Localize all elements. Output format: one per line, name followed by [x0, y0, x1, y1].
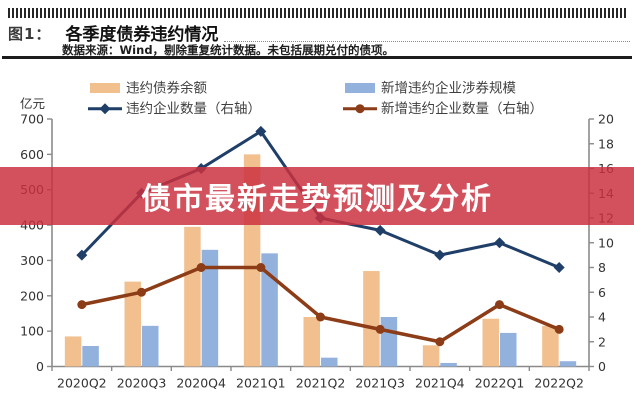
- point-circle-2020Q3: [137, 287, 146, 297]
- legend-marker-circle: [355, 104, 365, 114]
- promo-banner: 债市最新走势预测及分析: [0, 167, 634, 225]
- x-category-label: 2022Q1: [475, 376, 525, 391]
- point-diamond-2022Q1: [494, 237, 505, 249]
- bar-series1-2021Q1: [261, 253, 278, 367]
- point-circle-2020Q4: [196, 263, 206, 272]
- title-dotted-rule: [224, 41, 630, 42]
- dashed-top-rule: [8, 8, 628, 18]
- data-source-note: 数据来源：Wind，剔除重复统计数据。未包括展期兑付的债项。: [62, 43, 395, 57]
- point-circle-2022Q2: [554, 324, 564, 334]
- point-circle-2021Q1: [256, 263, 266, 272]
- x-category-label: 2021Q2: [296, 376, 346, 391]
- right-axis-tick-label: 10: [598, 235, 614, 250]
- figure-header: 图1： 各季度债券违约情况: [8, 20, 630, 45]
- legend-swatch-1: [345, 83, 375, 93]
- right-axis-tick-label: 6: [598, 285, 606, 300]
- figure-title: 各季度债券违约情况: [65, 25, 219, 45]
- bar-series0-2020Q4: [184, 226, 201, 367]
- legend-swatch-0: [90, 83, 120, 93]
- legend-label-1: 新增违约企业涉券规模: [381, 80, 516, 97]
- left-axis-title: 亿元: [20, 96, 45, 111]
- right-axis-tick-label: 4: [598, 310, 606, 325]
- point-circle-2021Q3: [375, 324, 385, 334]
- right-axis-tick-label: 0: [598, 359, 606, 374]
- legend-label-3: 新增违约企业数量（右轴）: [381, 100, 543, 117]
- point-diamond-2021Q1: [255, 125, 267, 137]
- figure-number-label: 图1：: [8, 25, 52, 43]
- chart-area: 违约债券余额 新增违约企业涉券规模违约企业数量（右轴） 新增违约企业数量（右轴） 亿元…: [0, 66, 634, 400]
- bar-series0-2021Q2: [303, 317, 320, 367]
- bar-series0-2021Q4: [422, 345, 440, 367]
- bar-series1-2021Q2: [321, 357, 338, 367]
- point-diamond-2020Q2: [76, 249, 88, 261]
- bar-series1-2021Q4: [440, 362, 457, 367]
- x-category-label: 2021Q1: [236, 376, 286, 391]
- point-circle-2021Q4: [435, 337, 445, 347]
- right-axis-tick-label: 18: [598, 136, 614, 151]
- bar-series1-2020Q3: [142, 325, 159, 367]
- bar-series0-2020Q3: [124, 281, 141, 367]
- header-divider-rule: [2, 56, 632, 59]
- x-category-label: 2020Q2: [57, 376, 107, 391]
- bar-series0-2021Q3: [363, 271, 380, 367]
- bar-series1-2020Q2: [82, 345, 99, 367]
- bar-series1-2022Q2: [559, 361, 577, 367]
- promo-banner-text: 债市最新走势预测及分析: [141, 182, 493, 217]
- right-axis-tick-label: 20: [598, 112, 614, 127]
- point-diamond-2021Q3: [374, 224, 386, 236]
- left-axis-tick-label: 700: [20, 112, 44, 127]
- x-category-label: 2021Q4: [415, 376, 465, 391]
- right-axis-tick-label: 8: [598, 260, 606, 275]
- left-axis-tick-label: 300: [20, 253, 44, 268]
- bar-series0-2020Q2: [64, 336, 82, 367]
- point-circle-2022Q1: [495, 300, 504, 310]
- bar-series0-2022Q2: [542, 325, 559, 367]
- x-category-label: 2022Q2: [534, 376, 584, 391]
- point-circle-2020Q2: [77, 300, 87, 310]
- legend-marker-diamond: [99, 103, 111, 115]
- left-axis-tick-label: 600: [20, 147, 44, 162]
- left-axis-tick-label: 100: [20, 324, 44, 339]
- point-diamond-2021Q4: [434, 249, 446, 261]
- left-axis-tick-label: 200: [20, 288, 44, 303]
- x-category-label: 2020Q4: [176, 376, 226, 391]
- legend-label-2: 违约企业数量（右轴）: [126, 100, 261, 117]
- right-axis-tick-label: 2: [598, 334, 606, 349]
- point-diamond-2022Q2: [553, 262, 565, 273]
- legend-label-0: 违约债券余额: [126, 80, 207, 97]
- bar-series1-2022Q1: [500, 332, 517, 367]
- x-category-label: 2021Q3: [355, 376, 405, 391]
- bar-series1-2020Q4: [201, 249, 219, 367]
- x-category-label: 2020Q3: [117, 376, 167, 391]
- point-circle-2021Q2: [316, 312, 325, 322]
- bar-series1-2021Q3: [380, 317, 398, 367]
- left-axis-tick-label: 0: [36, 359, 44, 374]
- bar-series0-2022Q1: [482, 318, 499, 367]
